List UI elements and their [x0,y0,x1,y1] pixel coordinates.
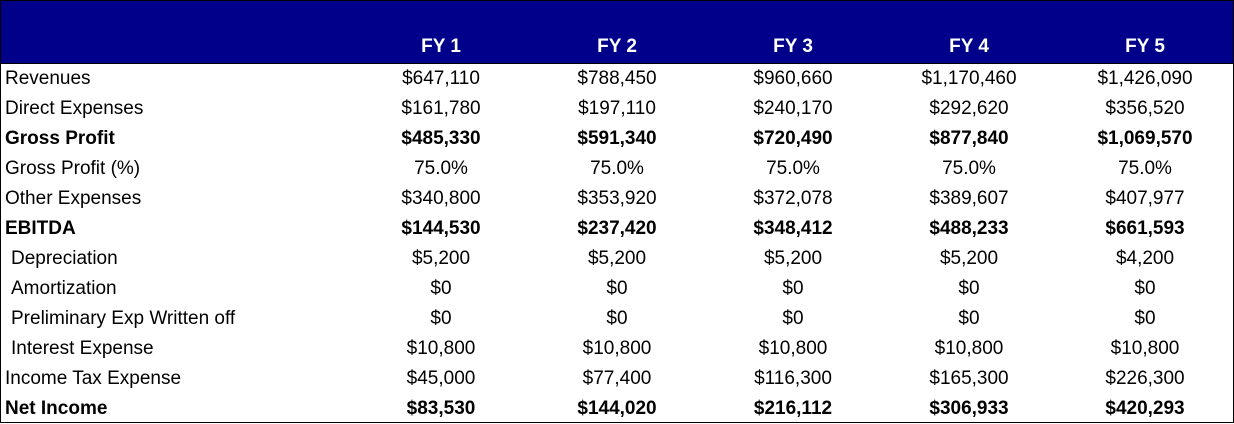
row-value-fy5: $226,300 [1105,368,1185,389]
row-value-fy5: $356,520 [1105,98,1185,119]
row-value-fy5: $1,069,570 [1097,128,1193,149]
table-row-preliminary-exp-written-off: Preliminary Exp Written off $0 $0 $0 $0 $0 [1,304,1233,334]
row-value-fy3: $5,200 [763,248,823,269]
row-value-fy5: $407,977 [1105,188,1185,209]
row-value-fy4: $877,840 [929,128,1009,149]
table-body: Revenues $647,110 $788,450 $960,660 $1,170,4… [1,64,1233,424]
row-label: Net Income [5,398,108,419]
row-label: EBITDA [5,218,76,239]
row-value-fy4: $5,200 [939,248,999,269]
row-value-fy4: $0 [958,278,980,299]
row-value-fy4: $165,300 [929,368,1009,389]
row-value-fy1: $83,530 [406,398,476,419]
row-value-fy1: $161,780 [401,98,481,119]
row-value-fy1: 75.0% [414,158,468,179]
table-row-direct-expenses: Direct Expenses $161,780 $197,110 $240,170 $… [1,94,1233,124]
table-row-revenues: Revenues $647,110 $788,450 $960,660 $1,170,4… [1,64,1233,94]
row-label: Amortization [11,278,117,299]
row-label: Preliminary Exp Written off [11,308,236,329]
table-row-gross-profit: Gross Profit (%) 75.0% 75.0% 75.0% 75.0% 75.0… [1,154,1233,184]
row-label: Income Tax Expense [5,368,182,389]
row-value-fy4: $306,933 [929,398,1009,419]
row-value-fy1: $0 [430,278,452,299]
row-label: Gross Profit (%) [5,158,141,179]
row-value-fy2: $77,400 [582,368,652,389]
row-value-fy1: $485,330 [401,128,481,149]
row-value-fy4: $10,800 [934,338,1004,359]
row-value-fy3: $720,490 [753,128,833,149]
row-value-fy1: $45,000 [406,368,476,389]
table-row-gross-profit: Gross Profit $485,330 $591,340 $720,490 $877… [1,124,1233,154]
row-value-fy4: $488,233 [929,218,1009,239]
row-value-fy4: $292,620 [929,98,1009,119]
row-value-fy1: $647,110 [402,68,480,89]
row-label: Interest Expense [11,338,154,359]
row-value-fy2: $237,420 [577,218,657,239]
table-row-net-income: Net Income $83,530 $144,020 $216,112 $306,93… [1,394,1233,424]
year-header-fy2: FY 2 [597,36,637,57]
row-value-fy4: 75.0% [942,158,996,179]
row-value-fy1: $5,200 [411,248,471,269]
row-label: Direct Expenses [5,98,144,119]
row-value-fy4: $389,607 [929,188,1009,209]
year-header-fy4: FY 4 [949,36,989,57]
row-value-fy2: $0 [606,308,628,329]
row-label: Gross Profit [5,128,115,149]
table-row-interest-expense: Interest Expense $10,800 $10,800 $10,800 $10… [1,334,1233,364]
row-value-fy2: $144,020 [577,398,657,419]
row-value-fy3: $372,078 [753,188,833,209]
row-value-fy3: $116,300 [754,368,832,389]
row-value-fy2: $5,200 [587,248,647,269]
row-value-fy1: $0 [430,308,452,329]
row-value-fy5: $10,800 [1110,338,1180,359]
row-value-fy1: $144,530 [401,218,481,239]
row-value-fy3: $240,170 [753,98,833,119]
table-row-ebitda: EBITDA $144,530 $237,420 $348,412 $488,233 $6… [1,214,1233,244]
row-value-fy3: $960,660 [753,68,833,89]
table-row-amortization: Amortization $0 $0 $0 $0 $0 [1,274,1233,304]
table-header: FY 1 FY 2 FY 3 FY 4 FY 5 [1,1,1233,64]
row-value-fy3: 75.0% [766,158,820,179]
row-value-fy3: $216,112 [753,398,833,419]
row-value-fy3: $10,800 [758,338,828,359]
row-value-fy1: $340,800 [401,188,481,209]
year-header-fy3: FY 3 [773,36,813,57]
row-value-fy2: $591,340 [577,128,657,149]
year-header-row: FY 1 FY 2 FY 3 FY 4 FY 5 [1,34,1233,60]
row-value-fy5: $420,293 [1105,398,1185,419]
row-label: Other Expenses [5,188,142,209]
row-value-fy3: $0 [782,308,804,329]
table-row-income-tax-expense: Income Tax Expense $45,000 $77,400 $116,300… [1,364,1233,394]
row-value-fy5: $0 [1134,278,1156,299]
row-value-fy5: $1,426,090 [1097,68,1193,89]
row-label: Depreciation [11,248,118,269]
row-label: Revenues [5,68,91,89]
row-value-fy2: 75.0% [590,158,644,179]
row-value-fy2: $353,920 [577,188,657,209]
row-value-fy4: $1,170,460 [921,68,1017,89]
table-row-depreciation: Depreciation $5,200 $5,200 $5,200 $5,200 $4,2… [1,244,1233,274]
row-value-fy2: $788,450 [577,68,657,89]
row-value-fy1: $10,800 [406,338,476,359]
year-header-fy1: FY 1 [421,36,461,57]
row-value-fy5: $0 [1134,308,1156,329]
row-value-fy5: 75.0% [1118,158,1172,179]
row-value-fy3: $348,412 [753,218,833,239]
row-value-fy4: $0 [958,308,980,329]
table-row-other-expenses: Other Expenses $340,800 $353,920 $372,078 $3… [1,184,1233,214]
row-value-fy5: $661,593 [1105,218,1185,239]
row-value-fy2: $197,110 [578,98,656,119]
header-label-spacer [1,34,353,60]
year-header-fy5: FY 5 [1125,36,1165,57]
row-value-fy5: $4,200 [1115,248,1175,269]
row-value-fy2: $10,800 [582,338,652,359]
row-value-fy3: $0 [782,278,804,299]
row-value-fy2: $0 [606,278,628,299]
